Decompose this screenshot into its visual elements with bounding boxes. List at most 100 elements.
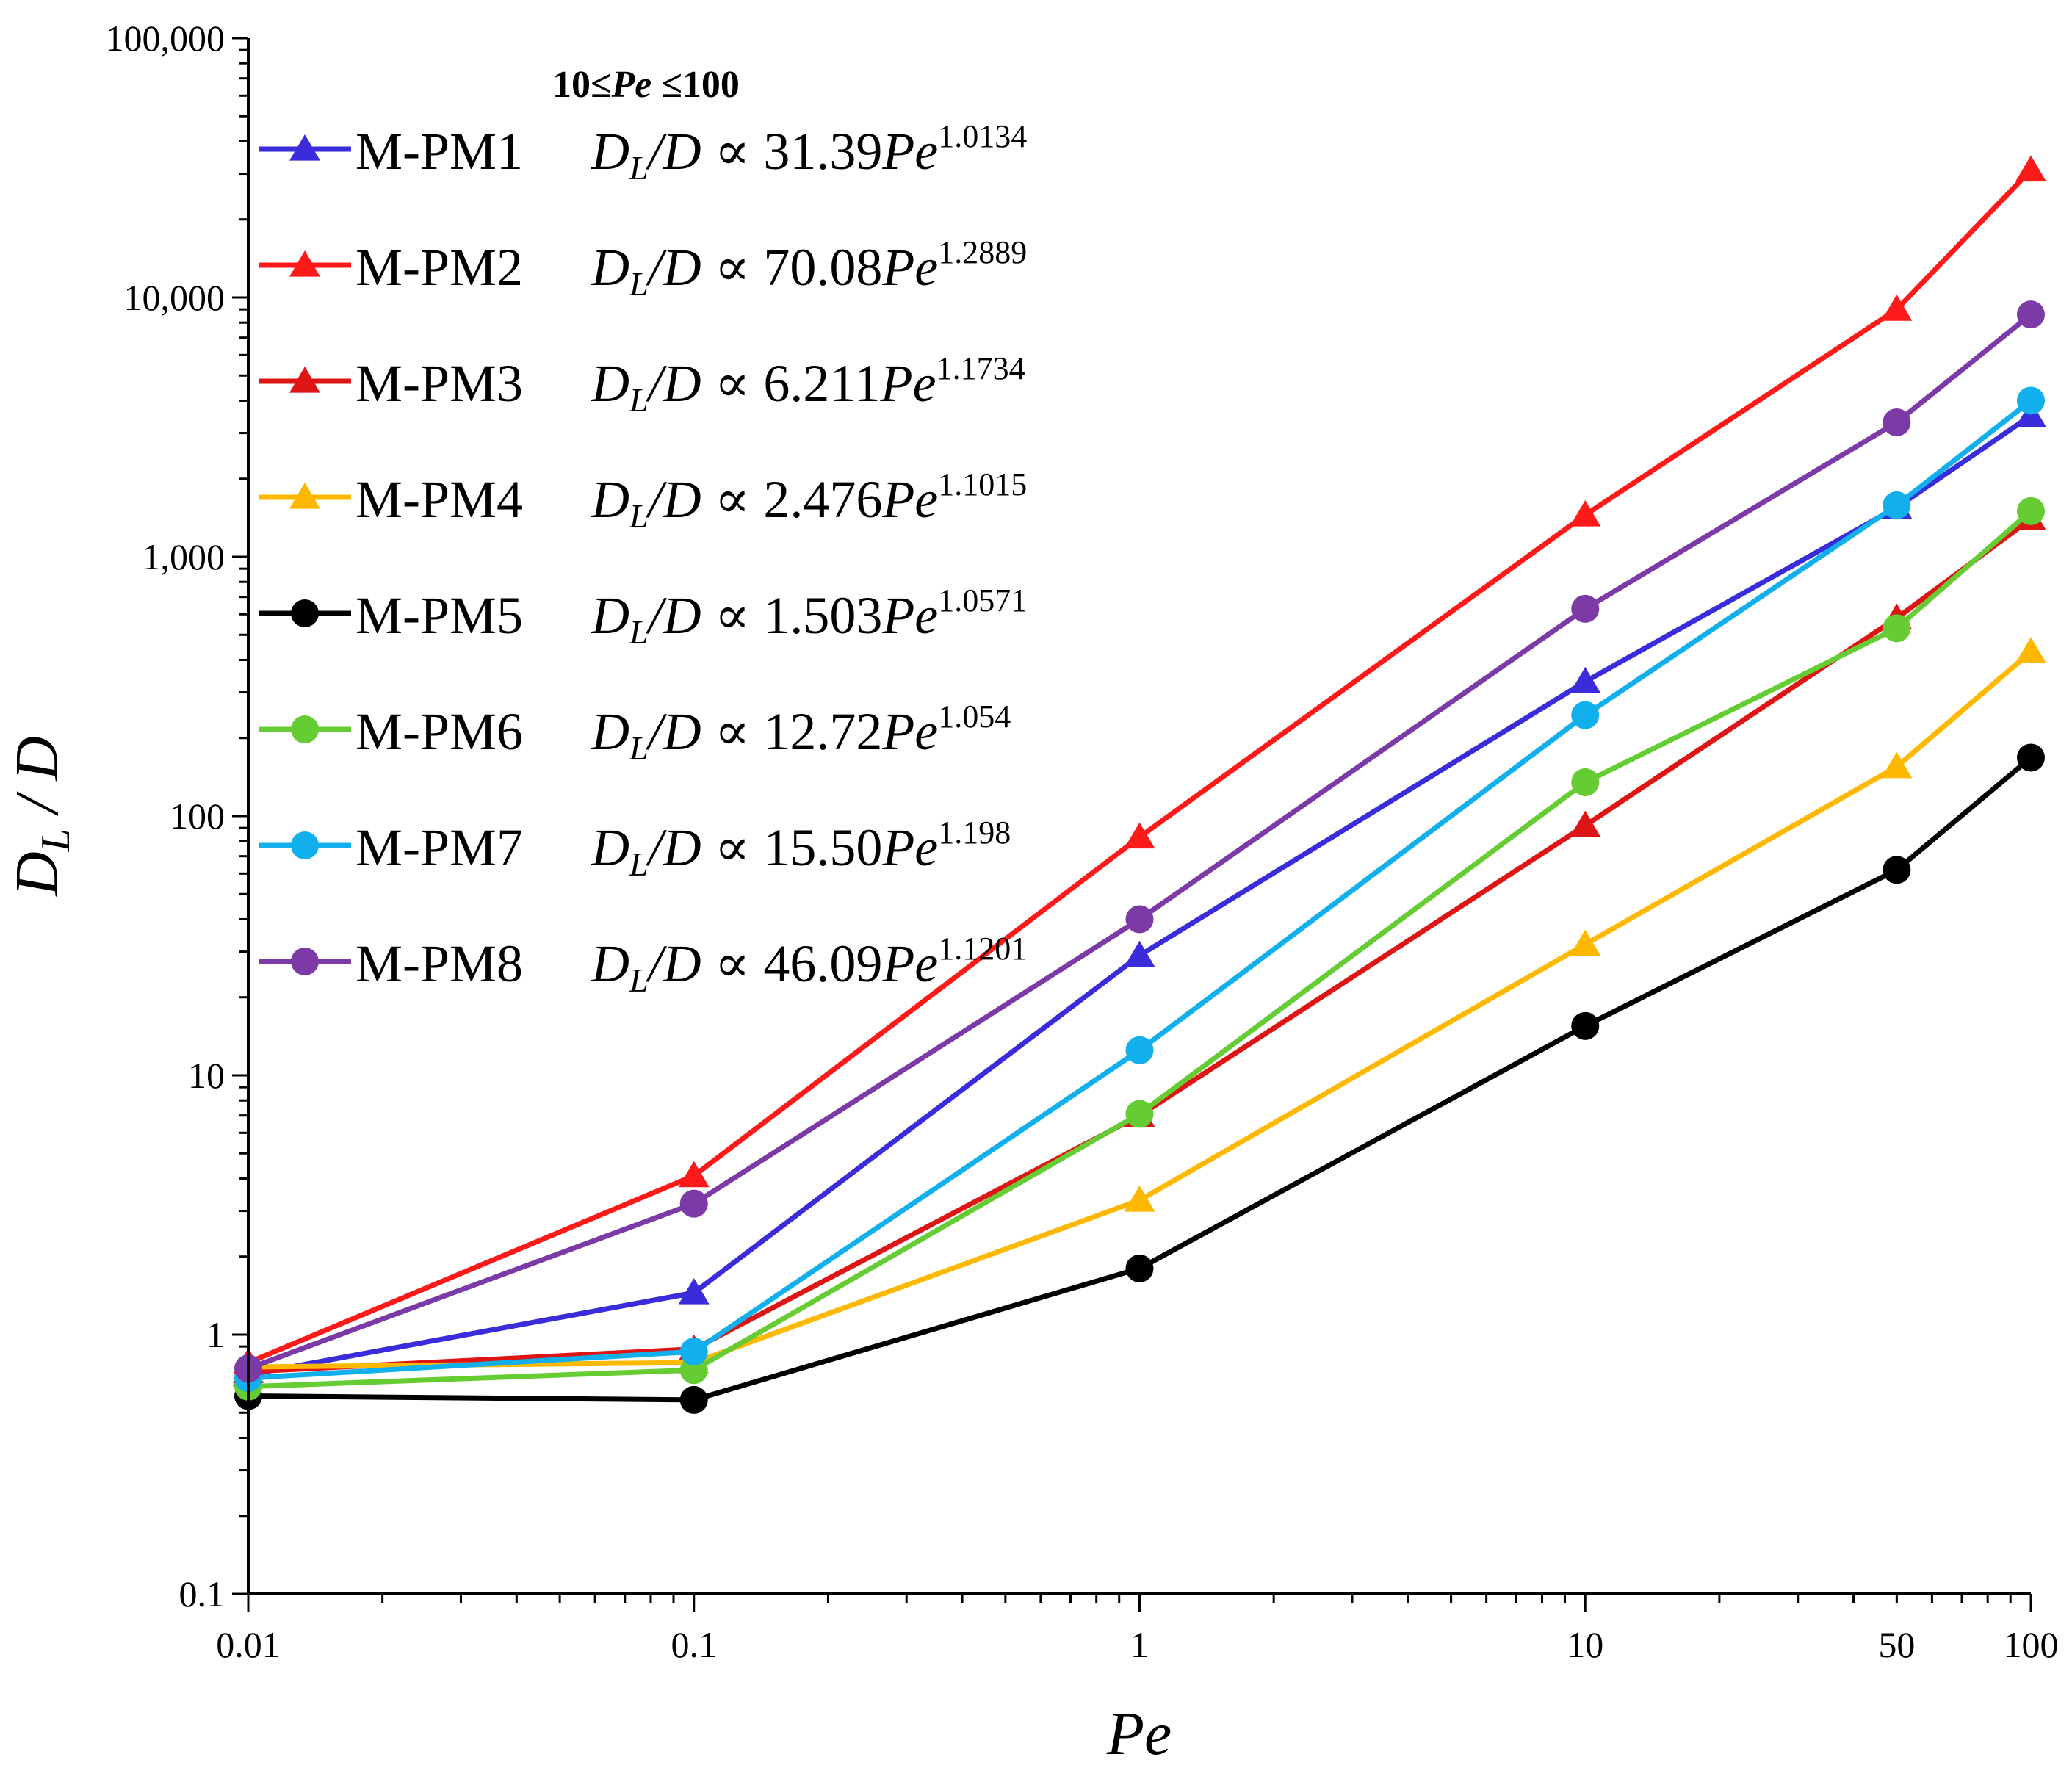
data-point: [2017, 743, 2045, 772]
data-point: [1883, 491, 1911, 519]
eq-d: /D: [646, 122, 701, 181]
legend-equation: DL/D ∝ 6.211Pe1.1734: [591, 350, 1025, 419]
legend-entry: M-PM2 DL/D ∝ 70.08Pe1.2889: [259, 234, 1027, 303]
eq-dl: D: [591, 818, 629, 877]
y-tick-label: 1: [206, 1314, 225, 1355]
eq-dl-sub: L: [629, 845, 649, 883]
legend-swatch-marker: [291, 715, 319, 743]
data-point: [679, 1338, 708, 1366]
legend-entry: M-PM3 DL/D ∝ 6.211Pe1.1734: [259, 350, 1025, 419]
eq-dl-sub: L: [629, 381, 649, 419]
eq-exponent: 1.0134: [938, 118, 1027, 154]
legend-series-name: M-PM5: [355, 586, 523, 645]
series-line: [245, 167, 2034, 1365]
data-point: [1570, 666, 1601, 693]
x-axis-title: Pe: [1106, 1700, 1172, 1768]
x-tick-label: 100: [2004, 1624, 2059, 1665]
data-point: [1125, 905, 1154, 934]
data-point: [1571, 594, 1600, 623]
eq-dl-sub: L: [629, 265, 649, 303]
eq-pe: Pe: [881, 470, 938, 529]
data-point: [678, 1278, 710, 1305]
legend-header-pe: Pe: [611, 64, 652, 106]
legend-header: 10≤Pe ≤100: [552, 64, 740, 106]
legend-entry: M-PM5 DL/D ∝ 1.503Pe1.0571: [259, 582, 1027, 651]
eq-pe: Pe: [881, 818, 938, 877]
legend-entry: M-PM8 DL/D ∝ 46.09Pe1.1201: [259, 931, 1027, 999]
eq-pe: Pe: [881, 122, 938, 181]
eq-dl-sub: L: [629, 497, 649, 535]
eq-exponent: 1.198: [938, 815, 1011, 851]
series-line: [245, 755, 2034, 1403]
eq-proportional: ∝ 70.08: [701, 238, 883, 297]
eq-exponent: 1.1015: [938, 466, 1027, 502]
data-point: [679, 1189, 708, 1218]
data-point: [2017, 386, 2045, 415]
legend-series-name: M-PM4: [355, 470, 523, 529]
y-tick-label: 10: [188, 1055, 225, 1096]
data-point: [1571, 1011, 1600, 1040]
legend-header-suffix: ≤100: [651, 64, 740, 106]
legend-swatch-marker: [291, 948, 319, 975]
legend-equation: DL/D ∝ 2.476Pe1.1015: [591, 466, 1027, 535]
series-line: [245, 311, 2034, 1371]
data-point: [1883, 856, 1911, 884]
legend-equation: DL/D ∝ 31.39Pe1.0134: [591, 118, 1027, 187]
eq-proportional: ∝ 6.211: [701, 354, 881, 413]
eq-pe: Pe: [881, 586, 938, 645]
legend-entry: M-PM6 DL/D ∝ 12.72Pe1.054: [259, 699, 1011, 767]
legend-equation: DL/D ∝ 12.72Pe1.054: [591, 699, 1011, 767]
y-tick-label: 100: [170, 795, 225, 837]
series-line: [245, 649, 2034, 1370]
series-line: [245, 413, 2034, 1378]
series-m-pm7: [234, 386, 2045, 1393]
data-point: [679, 1385, 708, 1414]
legend-entry: M-PM4 DL/D ∝ 2.476Pe1.1015: [259, 466, 1027, 535]
data-point: [1125, 1100, 1154, 1128]
eq-d: /D: [646, 934, 701, 993]
eq-d: /D: [646, 586, 701, 645]
legend-header-prefix: 10≤: [552, 64, 612, 106]
y-axis-title: DL / D: [3, 736, 79, 897]
data-point: [678, 1161, 710, 1188]
data-point: [1125, 1036, 1154, 1064]
legend-series-name: M-PM8: [355, 934, 523, 993]
eq-exponent: 1.1734: [936, 350, 1025, 386]
data-point: [1571, 701, 1600, 729]
eq-d: /D: [646, 702, 701, 761]
legend-series-name: M-PM2: [355, 238, 523, 297]
eq-exponent: 1.2889: [938, 234, 1027, 270]
x-tick-label: 0.01: [216, 1624, 281, 1665]
eq-exponent: 1.054: [938, 699, 1011, 735]
eq-exponent: 1.0571: [938, 582, 1027, 618]
y-tick-label: 0.1: [179, 1573, 225, 1614]
series-layer: [233, 155, 2046, 1414]
eq-dl: D: [591, 470, 629, 529]
eq-proportional: ∝ 46.09: [701, 934, 883, 993]
y-tick-label: 1,000: [142, 536, 225, 577]
eq-dl: D: [591, 934, 629, 993]
legend-swatch-marker: [291, 831, 319, 859]
data-point: [1883, 408, 1911, 436]
legend-series-name: M-PM6: [355, 702, 523, 761]
legend-series-name: M-PM7: [355, 818, 523, 877]
legend-swatch-marker: [289, 250, 320, 277]
eq-pe: Pe: [880, 354, 936, 413]
eq-dl-sub: L: [629, 613, 649, 651]
series-m-pm5: [234, 743, 2045, 1414]
legend-entry: M-PM7 DL/D ∝ 15.50Pe1.198: [259, 815, 1011, 883]
data-point: [1124, 940, 1155, 967]
eq-d: /D: [646, 238, 701, 297]
eq-proportional: ∝ 2.476: [701, 470, 883, 529]
y-tick-label: 10,000: [124, 277, 225, 318]
eq-exponent: 1.1201: [938, 931, 1027, 967]
data-point: [1883, 614, 1911, 643]
eq-pe: Pe: [881, 702, 938, 761]
data-point: [1570, 929, 1601, 956]
eq-proportional: ∝ 31.39: [701, 122, 883, 181]
eq-pe: Pe: [881, 238, 938, 297]
eq-dl: D: [591, 354, 629, 413]
x-tick-label: 1: [1130, 1624, 1149, 1665]
